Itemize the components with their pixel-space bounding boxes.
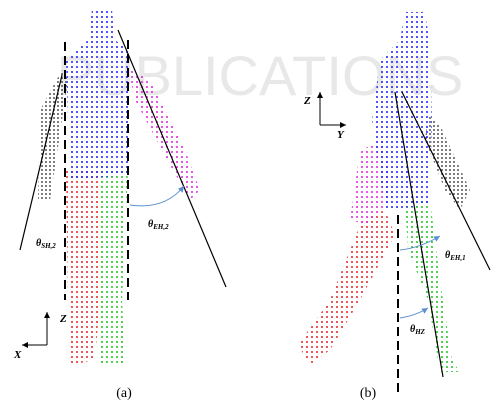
front-leg — [405, 200, 460, 372]
arm-line — [20, 75, 62, 250]
caption: (b) — [360, 386, 377, 401]
torso — [372, 12, 432, 210]
angle-label: θSH,2 — [36, 238, 56, 250]
back-leg — [298, 210, 395, 365]
left-leg — [66, 170, 100, 365]
right-leg — [98, 165, 128, 365]
angle-label: θEH,1 — [445, 250, 466, 262]
figure: PUBLICATIONS Z X θSH,2 θEH,2 (a) Z — [0, 0, 494, 407]
axis-label: Y — [337, 129, 345, 141]
caption: (a) — [116, 386, 132, 401]
angle-label: θEH,2 — [148, 219, 169, 231]
left-arm — [38, 70, 68, 200]
angle-arc — [130, 186, 184, 206]
angle-label: θHZ — [410, 324, 426, 336]
angle-arc — [400, 308, 428, 318]
axis-label: Z — [303, 95, 311, 107]
axis-label: Z — [59, 313, 67, 325]
axis-label: X — [13, 349, 22, 361]
